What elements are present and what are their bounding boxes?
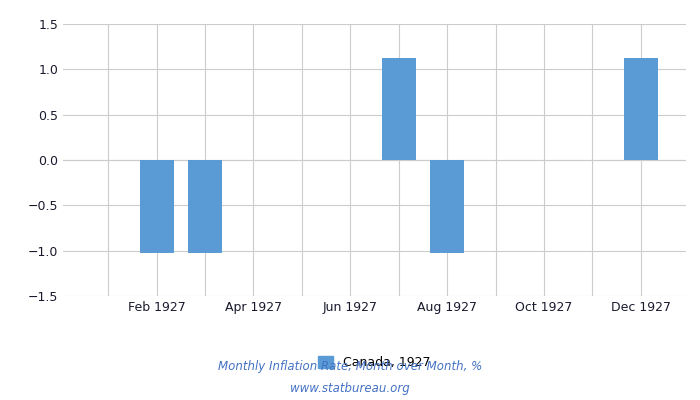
Bar (430, 160, 464, 253)
Bar (188, 160, 222, 253)
Bar (140, 160, 174, 253)
Bar (382, 58, 416, 160)
Text: Monthly Inflation Rate, Month over Month, %: Monthly Inflation Rate, Month over Month… (218, 360, 482, 373)
Bar (624, 58, 658, 160)
Text: www.statbureau.org: www.statbureau.org (290, 382, 410, 395)
Legend: Canada, 1927: Canada, 1927 (314, 351, 435, 374)
